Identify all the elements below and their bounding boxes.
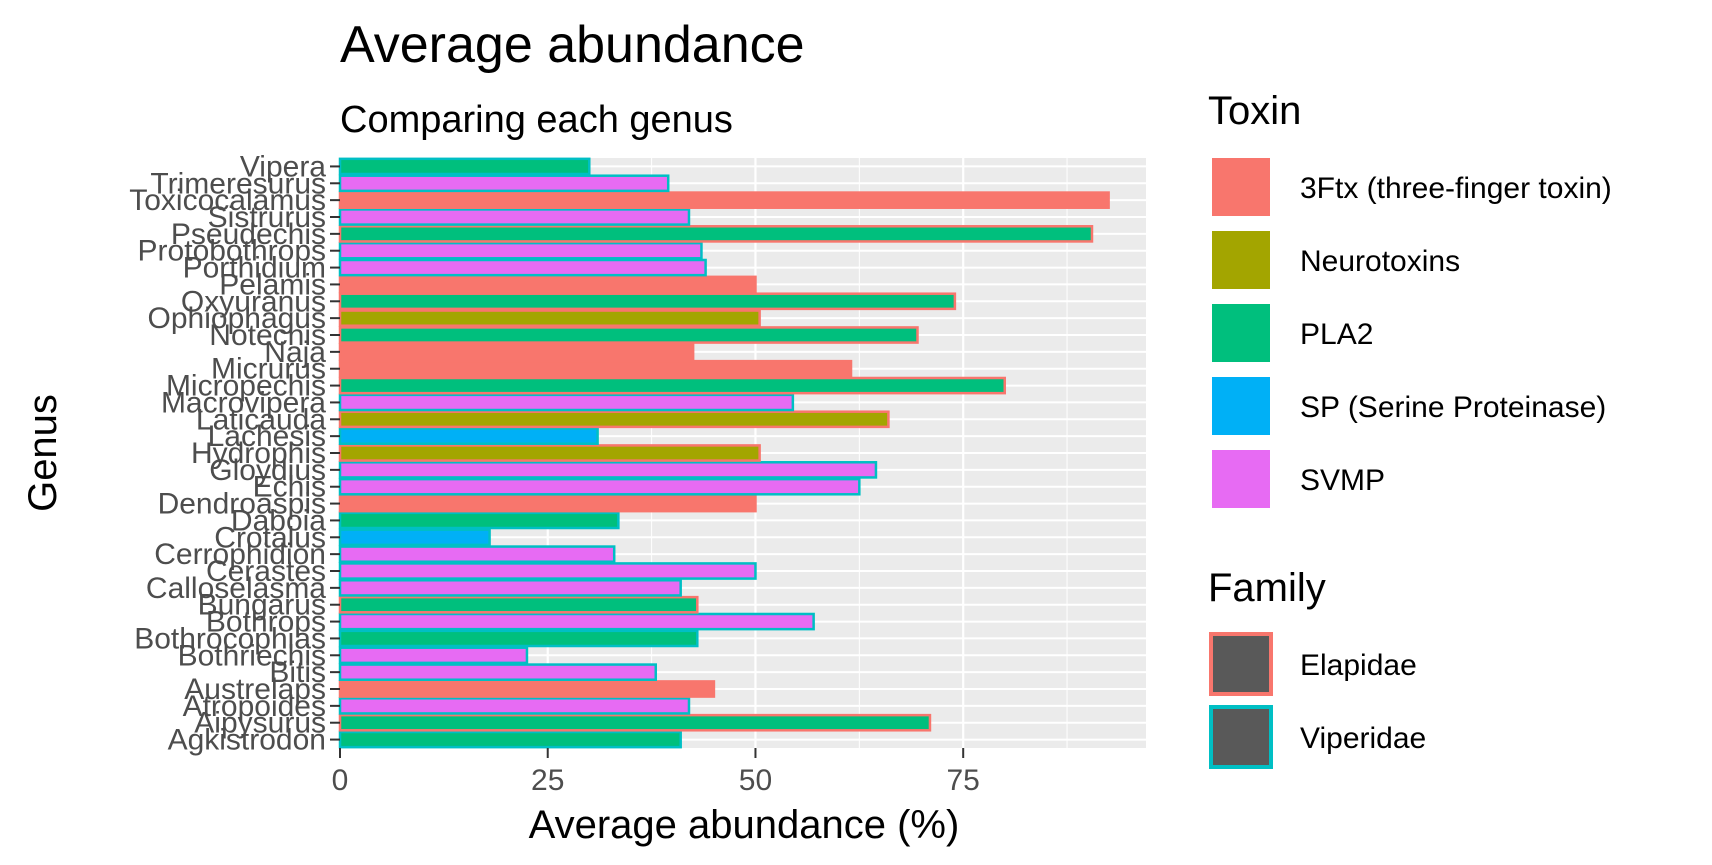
y-tick-label: Gloydius (209, 454, 326, 487)
bar-calloselasma (338, 579, 682, 597)
legend-label: 3Ftx (three-finger toxin) (1300, 172, 1612, 205)
y-tick-label: Daboia (231, 504, 326, 537)
legend-key-toxin (1212, 377, 1270, 435)
y-tick-label: Laticauda (196, 403, 326, 436)
chart-subtitle: Comparing each genus (340, 99, 733, 141)
bar-ophiophagus (338, 309, 761, 327)
legend-label: SP (Serine Proteinase) (1300, 391, 1606, 424)
y-tick-label: Aipysurus (194, 707, 326, 740)
bar-protobothrops (338, 241, 703, 260)
legend-label: Elapidae (1300, 649, 1417, 682)
legend-key-toxin (1212, 158, 1270, 216)
y-tick-label: Vipera (240, 150, 326, 183)
x-tick-label: 50 (739, 764, 772, 797)
bar-naja (338, 343, 695, 361)
legend-key-toxin (1212, 231, 1270, 289)
bar-aipysurus (338, 713, 932, 732)
legend-key-toxin (1212, 450, 1270, 508)
bar-macrovipera (338, 393, 795, 412)
bar-dendroaspis (338, 494, 757, 513)
y-tick-label: Naja (264, 336, 326, 369)
y-tick-label: Trimeresurus (150, 167, 326, 200)
bar-sistrurus (338, 208, 691, 226)
bar-atropoides (338, 697, 691, 715)
y-tick-label: Agkistrodon (168, 724, 326, 757)
bar-notechis (338, 326, 919, 344)
y-axis-title: Genus (21, 394, 65, 512)
bar-vipera (338, 157, 591, 176)
bar-cerastes (338, 562, 757, 580)
bar-austrelaps (338, 680, 716, 698)
x-tick-label: 75 (947, 764, 980, 797)
y-tick-label: Bothriechis (178, 639, 326, 672)
y-tick-label: Bitis (269, 656, 326, 689)
bar-agkistrodon (338, 730, 682, 749)
y-tick-label: Porthidium (183, 252, 326, 285)
y-tick-label: Echis (253, 471, 326, 504)
y-tick-label: Toxicocalamus (129, 184, 326, 217)
bar-bitis (338, 663, 658, 681)
legend-title: Family (1208, 566, 1326, 610)
y-tick-label: Bothrocophias (134, 622, 326, 655)
bar-echis (338, 477, 861, 496)
bar-pseudechis (338, 225, 1094, 243)
legend-label: Viperidae (1300, 722, 1426, 755)
y-tick-label: Bothrops (206, 606, 326, 639)
y-tick-label: Protobothrops (138, 235, 326, 268)
y-tick-label: Oxyuranus (181, 285, 326, 318)
y-tick-label: Sistrurus (208, 201, 326, 234)
legend-title: Toxin (1208, 89, 1301, 133)
bar-bothrocophias (338, 629, 699, 648)
y-tick-label: Cerrophidion (154, 538, 326, 571)
bar-bungarus (338, 595, 699, 614)
y-tick-label: Crotalus (214, 521, 326, 554)
legend-label: Neurotoxins (1300, 245, 1460, 278)
bar-oxyuranus (338, 292, 957, 311)
y-tick-label: Calloselasma (146, 572, 326, 605)
bar-hydrophis (338, 444, 761, 462)
bar-bothrops (338, 612, 815, 631)
bar-micropechis (338, 376, 1006, 395)
y-tick-label: Pseudechis (171, 218, 326, 251)
x-axis-ticks: 0 25 50 75 (332, 748, 980, 797)
y-tick-label: Micrurus (211, 353, 326, 386)
bar-micrurus (338, 359, 853, 378)
bar-bothriechis (338, 646, 529, 665)
y-tick-label: Micropechis (166, 370, 326, 403)
y-tick-label: Ophiophagus (148, 302, 326, 335)
y-tick-label: Hydrophis (191, 437, 326, 470)
y-tick-label: Macrovipera (161, 386, 326, 419)
y-tick-label: Notechis (209, 319, 326, 352)
legend-key-toxin (1212, 304, 1270, 362)
y-tick-label: Dendroaspis (158, 488, 326, 521)
bar-porthidium (338, 258, 707, 277)
legend: Toxin 3Ftx (three-finger toxin) Neurotoxin… (1208, 89, 1612, 769)
bar-toxicocalamus (338, 191, 1110, 209)
bar-gloydius (338, 461, 878, 479)
y-tick-label: Lachesis (208, 420, 326, 453)
x-tick-label: 25 (531, 764, 564, 797)
bar-trimeresurus (338, 174, 670, 193)
bar-crotalus (338, 528, 491, 547)
y-axis-ticks: AgkistrodonAipysurusAtropoidesAustrelaps… (129, 150, 340, 757)
bar-pelamis (338, 275, 757, 294)
bar-laticauda (338, 410, 890, 429)
y-tick-label: Bungarus (198, 589, 326, 622)
legend-label: SVMP (1300, 464, 1385, 497)
chart-title: Average abundance (340, 16, 805, 74)
x-tick-label: 0 (332, 764, 349, 797)
legend-key-family (1209, 705, 1273, 769)
y-tick-label: Cerastes (206, 555, 326, 588)
bar-lachesis (338, 427, 599, 445)
x-axis-title: Average abundance (%) (529, 803, 960, 847)
bar-cerrophidion (338, 545, 616, 563)
y-tick-label: Pelamis (219, 268, 326, 301)
bar-daboia (338, 511, 620, 530)
legend-label: PLA2 (1300, 318, 1373, 351)
legend-key-family (1209, 632, 1273, 696)
y-tick-label: Atropoides (183, 690, 326, 723)
y-tick-label: Austrelaps (184, 673, 326, 706)
